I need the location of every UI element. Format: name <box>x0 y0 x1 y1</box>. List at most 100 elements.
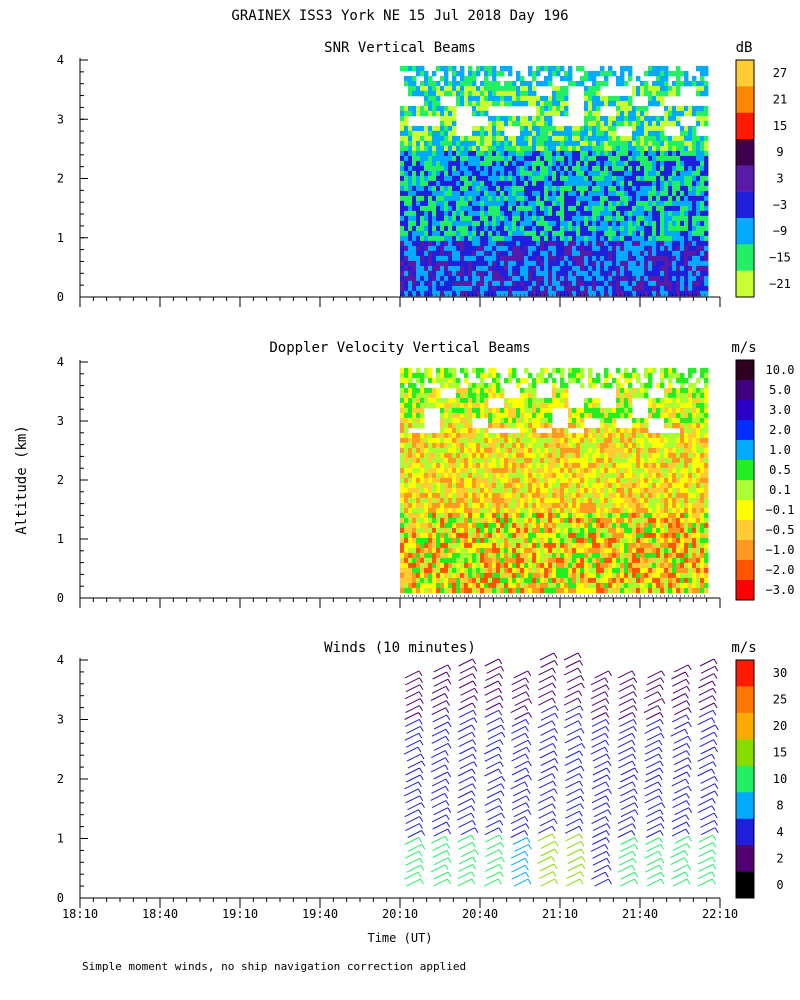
heatmap-cell <box>552 170 557 177</box>
heatmap-cell <box>552 552 557 559</box>
heatmap-cell <box>684 210 689 217</box>
heatmap-cell <box>480 447 485 454</box>
heatmap-cell <box>632 105 637 112</box>
heatmap-cell <box>440 115 445 122</box>
heatmap-cell <box>592 165 597 172</box>
heatmap-cell <box>596 205 601 212</box>
heatmap-cell <box>460 557 465 564</box>
heatmap-cell <box>532 165 537 172</box>
heatmap-cell <box>636 145 641 152</box>
heatmap-cell <box>476 412 481 419</box>
heatmap-cell <box>644 85 649 92</box>
heatmap-cell <box>568 75 573 82</box>
heatmap-cell <box>688 195 693 202</box>
heatmap-cell <box>680 155 685 162</box>
heatmap-cell <box>504 547 509 554</box>
heatmap-cell <box>432 547 437 554</box>
heatmap-cell <box>544 180 549 187</box>
heatmap-cell <box>460 140 465 147</box>
heatmap-cell <box>612 140 617 147</box>
heatmap-cell <box>552 245 557 252</box>
heatmap-cell <box>512 175 517 182</box>
heatmap-cell <box>668 170 673 177</box>
heatmap-cell <box>400 115 405 122</box>
heatmap-cell <box>520 215 525 222</box>
heatmap-cell <box>420 517 425 524</box>
heatmap-cell <box>644 150 649 157</box>
heatmap-cell <box>516 547 521 554</box>
heatmap-cell <box>528 130 533 137</box>
heatmap-cell <box>624 190 629 197</box>
heatmap-cell <box>500 442 505 449</box>
heatmap-cell <box>520 397 525 404</box>
heatmap-cell <box>532 562 537 569</box>
heatmap-cell <box>444 175 449 182</box>
heatmap-cell <box>496 507 501 514</box>
heatmap-cell <box>588 280 593 287</box>
heatmap-cell <box>552 462 557 469</box>
heatmap-cell <box>404 432 409 439</box>
heatmap-cell <box>504 377 509 384</box>
heatmap-cell <box>496 437 501 444</box>
heatmap-cell <box>468 567 473 574</box>
heatmap-cell <box>632 155 637 162</box>
heatmap-cell <box>520 120 525 127</box>
heatmap-cell <box>552 572 557 579</box>
heatmap-cell <box>500 230 505 237</box>
heatmap-cell <box>520 437 525 444</box>
heatmap-cell <box>528 200 533 207</box>
heatmap-cell <box>616 165 621 172</box>
heatmap-cell <box>680 160 685 167</box>
heatmap-cell <box>472 220 477 227</box>
heatmap-cell <box>448 562 453 569</box>
heatmap-cell <box>544 422 549 429</box>
heatmap-cell <box>468 382 473 389</box>
heatmap-cell <box>500 145 505 152</box>
heatmap-cell <box>476 562 481 569</box>
heatmap-cell <box>448 447 453 454</box>
heatmap-cell <box>444 377 449 384</box>
heatmap-cell <box>628 245 633 252</box>
heatmap-cell <box>468 75 473 82</box>
colorbar-swatch <box>736 191 754 219</box>
heatmap-cell <box>524 190 529 197</box>
heatmap-cell <box>504 230 509 237</box>
heatmap-cell <box>472 155 477 162</box>
heatmap-cell <box>444 290 449 297</box>
heatmap-cell <box>668 135 673 142</box>
heatmap-cell <box>440 230 445 237</box>
heatmap-cell <box>436 110 441 117</box>
heatmap-cell <box>412 205 417 212</box>
heatmap-cell <box>440 422 445 429</box>
heatmap-cell <box>648 135 653 142</box>
heatmap-cell <box>468 190 473 197</box>
heatmap-cell <box>548 105 553 112</box>
heatmap-cell <box>700 220 705 227</box>
heatmap-cell <box>408 280 413 287</box>
heatmap-cell <box>480 512 485 519</box>
heatmap-cell <box>452 402 457 409</box>
heatmap-cell <box>652 205 657 212</box>
heatmap-cell <box>700 270 705 277</box>
heatmap-cell <box>656 215 661 222</box>
heatmap-cell <box>440 487 445 494</box>
heatmap-cell <box>660 210 665 217</box>
heatmap-cell <box>508 215 513 222</box>
heatmap-cell <box>680 110 685 117</box>
heatmap-cell <box>692 205 697 212</box>
heatmap-cell <box>516 557 521 564</box>
heatmap-cell <box>496 85 501 92</box>
heatmap-cell <box>660 200 665 207</box>
heatmap-cell <box>488 502 493 509</box>
heatmap-cell <box>472 562 477 569</box>
heatmap-cell <box>480 95 485 102</box>
heatmap-cell <box>692 165 697 172</box>
heatmap-cell <box>540 225 545 232</box>
heatmap-cell <box>548 447 553 454</box>
heatmap-cell <box>504 452 509 459</box>
heatmap-cell <box>496 462 501 469</box>
heatmap-cell <box>572 260 577 267</box>
heatmap-cell <box>688 240 693 247</box>
heatmap-cell <box>604 125 609 132</box>
heatmap-cell <box>476 70 481 77</box>
